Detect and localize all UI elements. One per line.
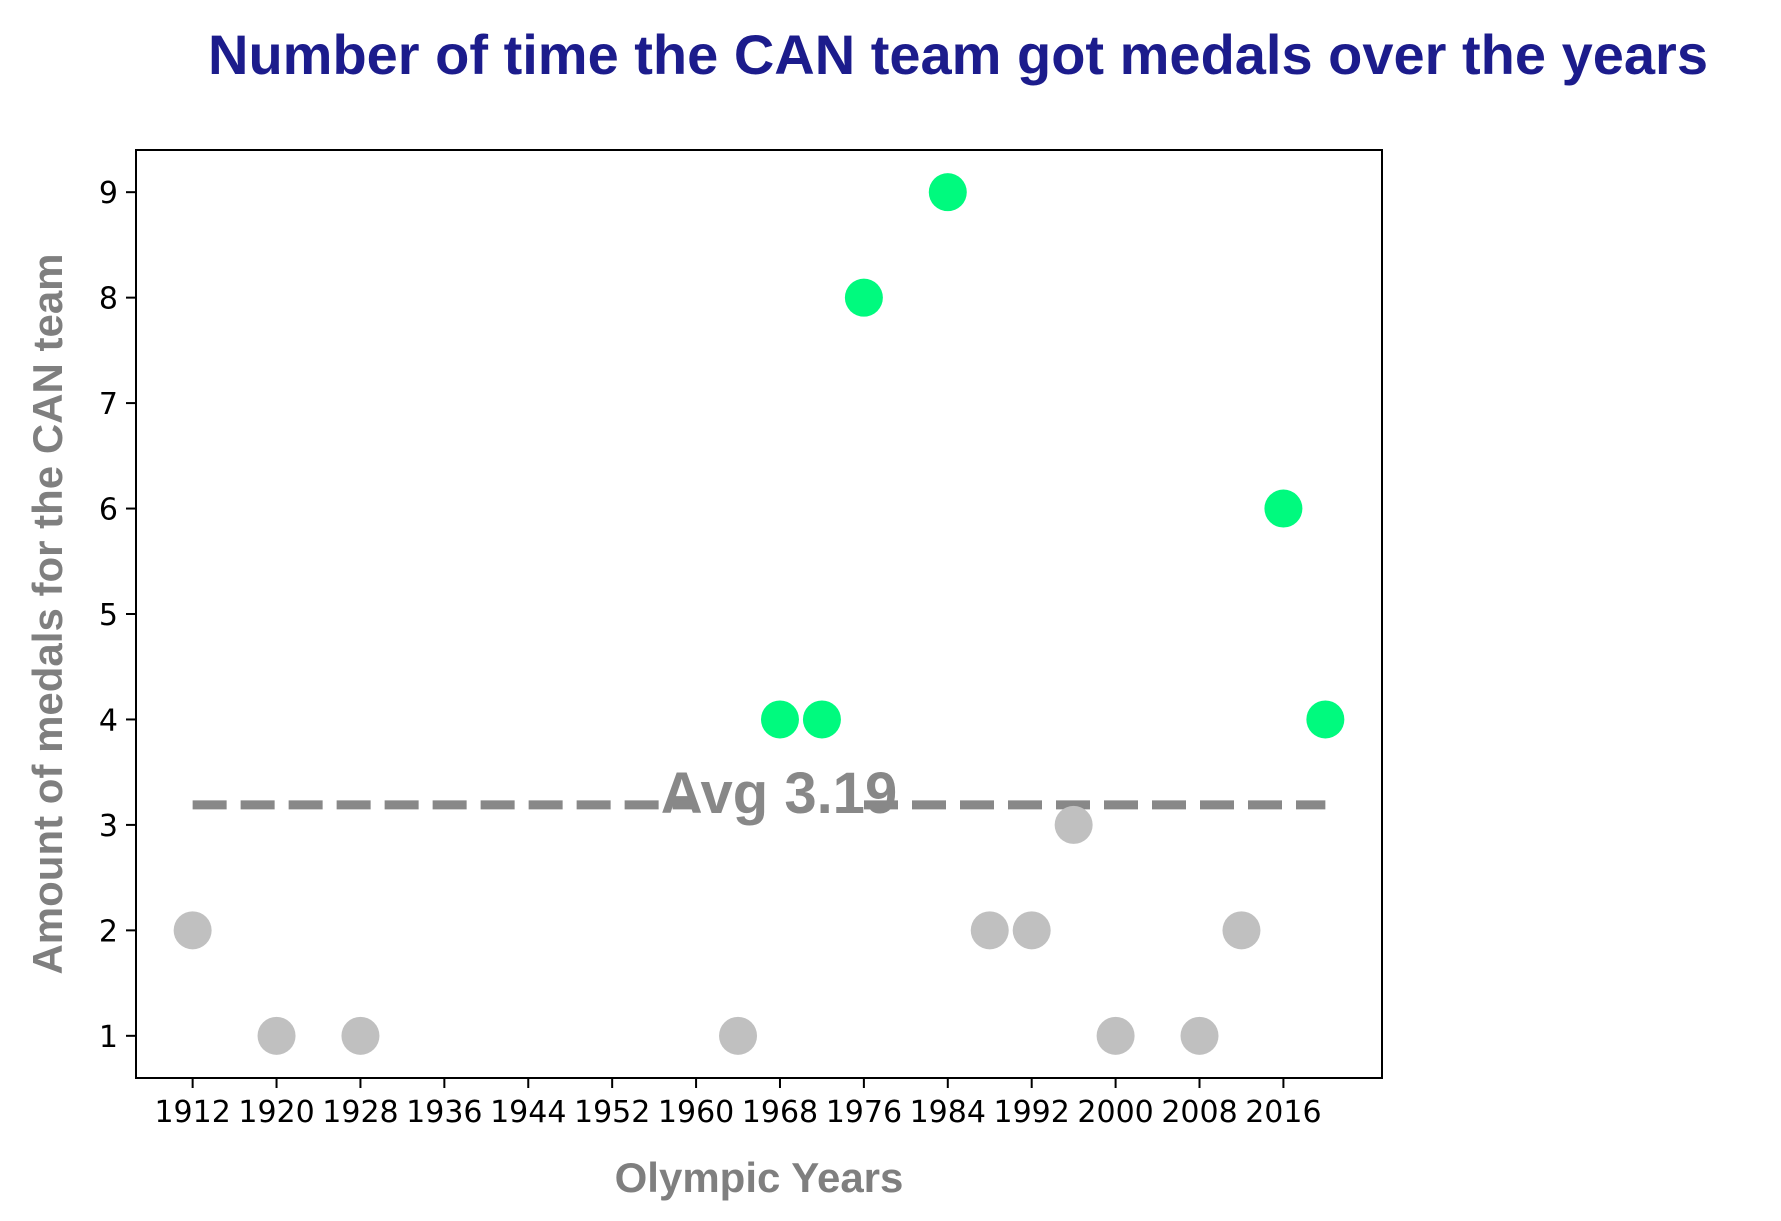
data-point <box>1222 911 1261 950</box>
data-point <box>1306 700 1345 739</box>
x-tick-label: 2008 <box>1161 1095 1237 1130</box>
chart-title: Number of time the CAN team got medals o… <box>208 23 1708 86</box>
data-point <box>802 700 841 739</box>
data-point <box>341 1016 380 1055</box>
data-point <box>970 911 1009 950</box>
data-point <box>928 173 967 212</box>
y-tick-label: 6 <box>99 493 118 528</box>
data-points <box>173 173 1345 1055</box>
y-axis-ticks: 1 2 3 4 5 6 7 8 9 <box>99 176 136 1055</box>
y-tick-label: 2 <box>99 914 118 949</box>
x-tick-label: 1920 <box>238 1095 314 1130</box>
data-point <box>173 911 212 950</box>
y-tick-label: 1 <box>99 1020 118 1055</box>
plot-area <box>135 149 1383 1079</box>
y-tick-label: 9 <box>99 176 118 211</box>
y-axis-label: Amount of medals for the CAN team <box>24 253 71 974</box>
data-point <box>760 700 799 739</box>
y-tick-label: 4 <box>99 703 118 738</box>
x-tick-label: 1992 <box>994 1095 1070 1130</box>
data-point <box>1180 1016 1219 1055</box>
data-point <box>1012 911 1051 950</box>
data-point <box>1264 489 1303 528</box>
x-tick-label: 1976 <box>826 1095 902 1130</box>
data-point <box>257 1016 296 1055</box>
x-tick-label: 1960 <box>658 1095 734 1130</box>
data-point <box>719 1016 758 1055</box>
x-tick-label: 1912 <box>154 1095 230 1130</box>
data-point <box>1054 805 1093 844</box>
x-tick-label: 1936 <box>406 1095 482 1130</box>
x-tick-label: 2016 <box>1245 1095 1321 1130</box>
average-label: Avg 3.19 <box>661 761 897 826</box>
data-point <box>844 278 883 317</box>
x-axis-ticks: 1912 1920 1928 1936 1944 1952 1960 1968 1976 1984… <box>154 1078 1322 1130</box>
x-tick-label: 1928 <box>322 1095 398 1130</box>
data-point <box>1096 1016 1135 1055</box>
x-tick-label: 1944 <box>490 1095 566 1130</box>
y-tick-label: 3 <box>99 809 118 844</box>
x-tick-label: 1952 <box>574 1095 650 1130</box>
x-axis-label: Olympic Years <box>615 1154 904 1201</box>
x-tick-label: 1984 <box>910 1095 986 1130</box>
y-tick-label: 7 <box>99 387 118 422</box>
x-tick-label: 1968 <box>742 1095 818 1130</box>
y-tick-label: 8 <box>99 282 118 317</box>
y-tick-label: 5 <box>99 598 118 633</box>
average-line-group: Avg 3.19 <box>192 761 1326 826</box>
x-tick-label: 2000 <box>1077 1095 1153 1130</box>
